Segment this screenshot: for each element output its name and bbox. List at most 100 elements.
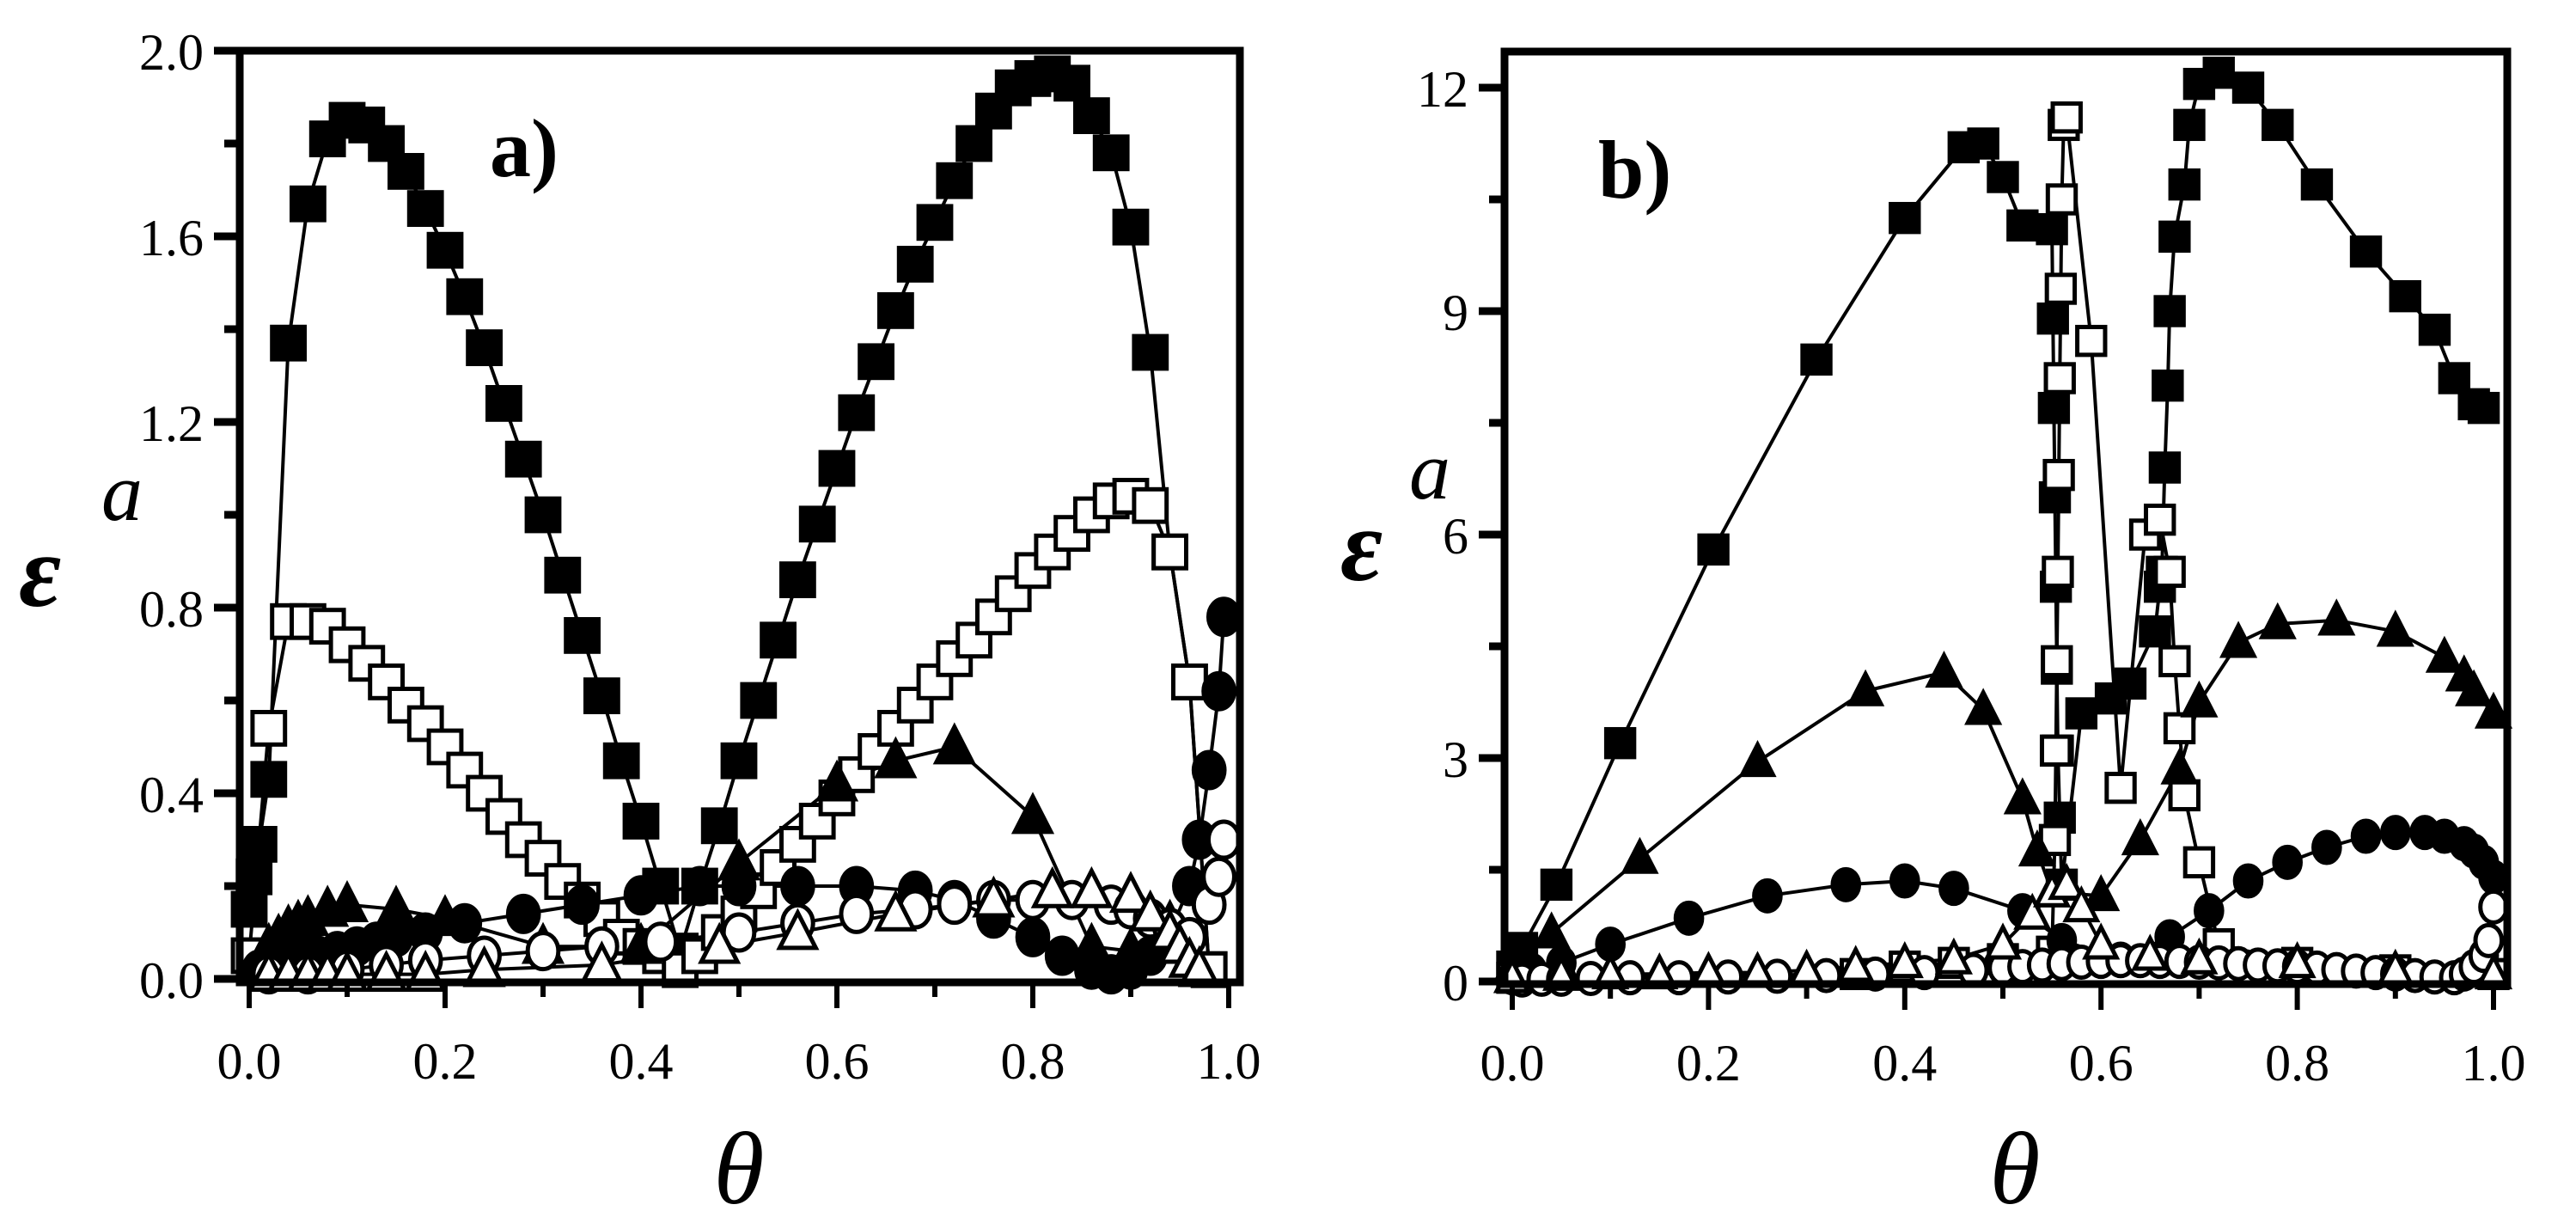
square-marker <box>2037 391 2071 425</box>
square-marker <box>2153 295 2186 327</box>
series-line <box>1511 618 2495 969</box>
square-marker <box>2104 771 2137 804</box>
square-marker <box>2006 209 2039 242</box>
square-marker <box>2036 212 2068 246</box>
square-marker <box>2042 458 2075 492</box>
square-marker <box>1171 663 1208 700</box>
square-marker <box>779 561 816 599</box>
square-marker <box>975 92 1012 130</box>
triangle-marker <box>1964 688 2003 725</box>
y-axis-title: ε <box>1340 488 1383 602</box>
square-marker <box>896 246 934 283</box>
triangle-marker <box>2017 829 2057 867</box>
circle-marker <box>2194 893 2225 929</box>
circle-marker <box>1673 900 1705 936</box>
square-marker <box>270 324 308 362</box>
triangle-marker <box>2082 922 2121 960</box>
triangle-marker <box>2425 635 2463 673</box>
y-axis-title: ε <box>19 514 61 628</box>
square-marker <box>2050 101 2083 134</box>
triangle-marker <box>2121 818 2159 856</box>
triangle-marker <box>1128 889 1172 932</box>
triangle-marker <box>325 880 369 922</box>
circle-marker <box>1206 596 1242 638</box>
square-marker <box>2173 108 2206 142</box>
square-marker <box>2114 667 2147 700</box>
triangle-marker <box>2048 863 2086 901</box>
square-marker <box>564 617 601 654</box>
triangle-marker <box>2278 941 2317 979</box>
x-tick-label: 1.0 <box>1197 1033 1261 1090</box>
square-marker <box>388 687 424 724</box>
square-marker <box>241 826 278 863</box>
panel-a: 0.0 0.4 0.8 1.2 1.6 2.0 0.0 0.2 0.4 0.6 0.8 1.0 a) θ ε… <box>19 24 1261 1223</box>
circle-marker <box>1830 866 1862 902</box>
y-tick-label: 12 <box>1417 61 1468 118</box>
circle-marker <box>1201 670 1236 712</box>
x-tick-label: 0.2 <box>413 1033 478 1090</box>
square-marker <box>524 496 562 534</box>
square-marker <box>1073 97 1110 134</box>
x-tick-label: 0.0 <box>1480 1035 1545 1092</box>
square-marker <box>2467 391 2500 425</box>
square-marker <box>975 598 1012 636</box>
square-marker <box>504 440 542 478</box>
circle-marker <box>682 865 717 907</box>
triangle-marker <box>1621 836 1659 874</box>
square-marker <box>838 394 876 431</box>
triangle-marker <box>1934 937 1973 975</box>
circle-marker <box>643 921 679 963</box>
triangle-marker <box>2376 609 2414 647</box>
series-square-open <box>230 478 1228 988</box>
circle-marker <box>721 865 757 907</box>
square-marker <box>2389 279 2421 313</box>
square-marker <box>2349 235 2383 268</box>
square-marker <box>308 120 346 157</box>
triangle-marker <box>2062 885 2101 923</box>
square-marker <box>583 677 620 715</box>
circle-marker <box>1201 856 1236 897</box>
square-marker <box>700 807 738 845</box>
triangle-marker <box>2013 892 2052 930</box>
square-marker <box>1151 533 1188 571</box>
square-marker <box>602 742 640 780</box>
circle-marker <box>2478 859 2509 896</box>
square-marker <box>2158 645 2191 678</box>
square-marker <box>720 742 758 780</box>
triangle-marker <box>2317 598 2356 636</box>
square-marker <box>1987 161 2019 193</box>
triangle-marker <box>2258 602 2297 639</box>
square-marker <box>1540 868 1573 902</box>
panel-tag: a) <box>490 102 559 194</box>
series-triangle-filled <box>1492 598 2513 982</box>
square-marker <box>544 863 582 901</box>
square-marker <box>818 449 856 487</box>
circle-marker <box>1015 916 1051 957</box>
circle-marker <box>1206 819 1242 860</box>
x-tick-label: 0.2 <box>1676 1035 1741 1092</box>
x-tick-label: 0.4 <box>609 1033 674 1090</box>
square-marker <box>2148 451 2182 484</box>
circle-marker <box>839 893 875 934</box>
square-marker <box>622 803 660 840</box>
square-marker <box>1092 134 1130 172</box>
square-marker <box>2044 272 2078 305</box>
square-marker <box>760 621 797 659</box>
square-marker <box>485 385 522 422</box>
square-marker <box>1132 486 1169 524</box>
triangle-marker <box>1108 871 1153 914</box>
circle-marker <box>780 865 815 907</box>
square-marker <box>2042 555 2074 589</box>
y-tick-label: 1.2 <box>139 395 204 452</box>
square-marker <box>2438 362 2471 394</box>
circle-marker <box>1044 935 1080 976</box>
triangle-marker <box>1738 740 1777 778</box>
square-marker <box>1800 343 1833 376</box>
triangle-marker <box>1983 922 2023 960</box>
triangle-marker <box>2455 669 2494 706</box>
x-axis-title: θ <box>1990 1111 2041 1219</box>
plot-frame <box>1500 47 2512 988</box>
y-tick-label: 6 <box>1443 508 1468 565</box>
